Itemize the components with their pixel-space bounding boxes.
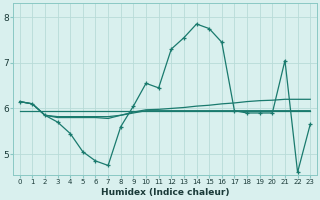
X-axis label: Humidex (Indice chaleur): Humidex (Indice chaleur) [101,188,229,197]
